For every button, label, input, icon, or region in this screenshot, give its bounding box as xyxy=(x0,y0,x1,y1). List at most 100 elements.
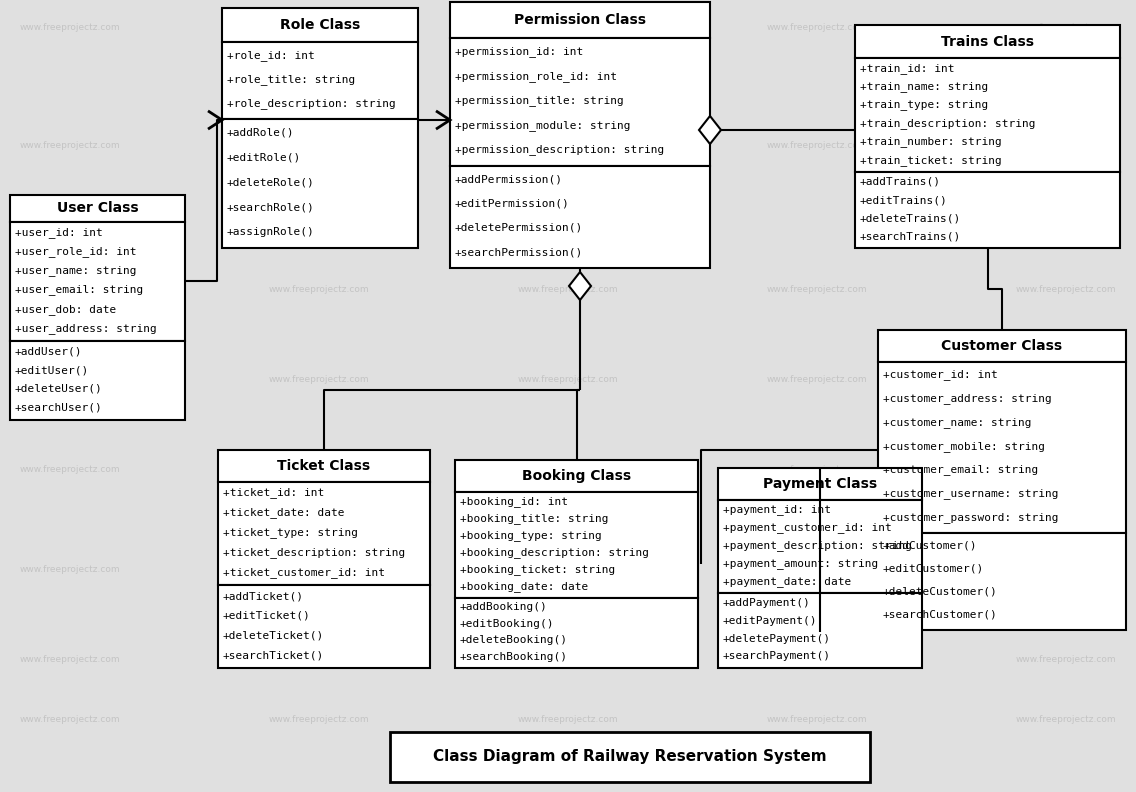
Bar xyxy=(222,120,418,248)
Text: +booking_id: int: +booking_id: int xyxy=(460,496,568,507)
Text: www.freeprojectz.com: www.freeprojectz.com xyxy=(19,285,120,295)
Text: www.freeprojectz.com: www.freeprojectz.com xyxy=(19,24,120,32)
Text: +editUser(): +editUser() xyxy=(15,365,90,375)
Text: www.freeprojectz.com: www.freeprojectz.com xyxy=(518,24,618,32)
Bar xyxy=(10,222,185,341)
Text: +role_description: string: +role_description: string xyxy=(227,98,395,109)
Text: +booking_ticket: string: +booking_ticket: string xyxy=(460,564,616,575)
Text: +train_ticket: string: +train_ticket: string xyxy=(860,154,1002,166)
Text: www.freeprojectz.com: www.freeprojectz.com xyxy=(269,715,369,725)
Text: www.freeprojectz.com: www.freeprojectz.com xyxy=(269,656,369,664)
Text: +deleteTrains(): +deleteTrains() xyxy=(860,213,961,223)
Text: +deleteBooking(): +deleteBooking() xyxy=(460,635,568,645)
Text: www.freeprojectz.com: www.freeprojectz.com xyxy=(518,466,618,474)
Text: www.freeprojectz.com: www.freeprojectz.com xyxy=(518,140,618,150)
Text: +permission_module: string: +permission_module: string xyxy=(456,120,630,131)
Text: +deletePermission(): +deletePermission() xyxy=(456,223,583,233)
Text: +payment_date: date: +payment_date: date xyxy=(722,577,851,587)
Text: +deleteCustomer(): +deleteCustomer() xyxy=(883,587,997,596)
Text: www.freeprojectz.com: www.freeprojectz.com xyxy=(269,565,369,574)
Text: +deleteTicket(): +deleteTicket() xyxy=(223,630,324,641)
Text: www.freeprojectz.com: www.freeprojectz.com xyxy=(767,140,867,150)
Text: +addRole(): +addRole() xyxy=(227,128,294,138)
Text: +searchRole(): +searchRole() xyxy=(227,202,315,212)
Text: +customer_password: string: +customer_password: string xyxy=(883,512,1059,523)
Text: Permission Class: Permission Class xyxy=(513,13,646,27)
Text: +payment_customer_id: int: +payment_customer_id: int xyxy=(722,523,892,533)
Text: +customer_name: string: +customer_name: string xyxy=(883,417,1031,428)
Text: www.freeprojectz.com: www.freeprojectz.com xyxy=(518,565,618,574)
Text: Ticket Class: Ticket Class xyxy=(277,459,370,473)
Text: +customer_id: int: +customer_id: int xyxy=(883,370,997,380)
Text: +user_name: string: +user_name: string xyxy=(15,265,136,276)
Text: +searchTicket(): +searchTicket() xyxy=(223,650,324,661)
Text: +booking_date: date: +booking_date: date xyxy=(460,581,588,592)
Bar xyxy=(222,42,418,120)
Text: +permission_role_id: int: +permission_role_id: int xyxy=(456,70,617,82)
Text: Customer Class: Customer Class xyxy=(942,339,1062,353)
Text: www.freeprojectz.com: www.freeprojectz.com xyxy=(19,565,120,574)
Bar xyxy=(878,362,1126,532)
Text: +permission_id: int: +permission_id: int xyxy=(456,46,583,57)
Text: +editPayment(): +editPayment() xyxy=(722,616,818,626)
Bar xyxy=(878,532,1126,630)
Text: www.freeprojectz.com: www.freeprojectz.com xyxy=(767,285,867,295)
Text: +editTicket(): +editTicket() xyxy=(223,611,311,621)
Text: www.freeprojectz.com: www.freeprojectz.com xyxy=(269,24,369,32)
Text: +searchPermission(): +searchPermission() xyxy=(456,247,583,257)
Text: +ticket_customer_id: int: +ticket_customer_id: int xyxy=(223,567,385,578)
Text: +user_dob: date: +user_dob: date xyxy=(15,303,116,314)
Text: www.freeprojectz.com: www.freeprojectz.com xyxy=(1016,285,1117,295)
Bar xyxy=(450,2,710,38)
Text: +train_id: int: +train_id: int xyxy=(860,63,954,74)
Text: www.freeprojectz.com: www.freeprojectz.com xyxy=(1016,375,1117,384)
Text: +train_type: string: +train_type: string xyxy=(860,100,988,110)
Text: +addBooking(): +addBooking() xyxy=(460,602,548,611)
Text: Role Class: Role Class xyxy=(279,18,360,32)
Text: www.freeprojectz.com: www.freeprojectz.com xyxy=(19,140,120,150)
Text: +searchBooking(): +searchBooking() xyxy=(460,652,568,662)
Text: +searchTrains(): +searchTrains() xyxy=(860,231,961,242)
Text: +editPermission(): +editPermission() xyxy=(456,199,570,208)
Text: +train_name: string: +train_name: string xyxy=(860,81,988,92)
Text: +customer_mobile: string: +customer_mobile: string xyxy=(883,440,1045,451)
Text: +customer_email: string: +customer_email: string xyxy=(883,464,1038,475)
Text: +payment_id: int: +payment_id: int xyxy=(722,505,832,516)
Text: +user_email: string: +user_email: string xyxy=(15,284,143,295)
Text: +customer_username: string: +customer_username: string xyxy=(883,488,1059,499)
Text: www.freeprojectz.com: www.freeprojectz.com xyxy=(269,140,369,150)
Text: +booking_description: string: +booking_description: string xyxy=(460,547,649,558)
Bar xyxy=(222,8,418,42)
Text: www.freeprojectz.com: www.freeprojectz.com xyxy=(767,715,867,725)
Bar xyxy=(456,598,698,668)
Text: www.freeprojectz.com: www.freeprojectz.com xyxy=(1016,24,1117,32)
Text: www.freeprojectz.com: www.freeprojectz.com xyxy=(19,715,120,725)
Text: www.freeprojectz.com: www.freeprojectz.com xyxy=(767,24,867,32)
Text: www.freeprojectz.com: www.freeprojectz.com xyxy=(1016,715,1117,725)
Text: +payment_amount: string: +payment_amount: string xyxy=(722,558,878,569)
Text: +ticket_type: string: +ticket_type: string xyxy=(223,527,358,538)
Text: +user_address: string: +user_address: string xyxy=(15,323,157,333)
Text: www.freeprojectz.com: www.freeprojectz.com xyxy=(269,375,369,384)
Text: +deleteRole(): +deleteRole() xyxy=(227,177,315,188)
Text: +ticket_date: date: +ticket_date: date xyxy=(223,508,344,518)
Text: +searchPayment(): +searchPayment() xyxy=(722,652,832,661)
Text: www.freeprojectz.com: www.freeprojectz.com xyxy=(767,466,867,474)
Text: +booking_title: string: +booking_title: string xyxy=(460,513,609,524)
Bar xyxy=(855,25,1120,58)
Text: +addTrains(): +addTrains() xyxy=(860,177,941,187)
Text: +addCustomer(): +addCustomer() xyxy=(883,540,977,550)
Text: www.freeprojectz.com: www.freeprojectz.com xyxy=(518,715,618,725)
Text: +booking_type: string: +booking_type: string xyxy=(460,530,602,541)
Bar xyxy=(855,172,1120,248)
Text: www.freeprojectz.com: www.freeprojectz.com xyxy=(269,285,369,295)
Text: +role_id: int: +role_id: int xyxy=(227,50,315,61)
Text: www.freeprojectz.com: www.freeprojectz.com xyxy=(518,375,618,384)
Text: +addPayment(): +addPayment() xyxy=(722,598,811,608)
Text: +payment_description: string: +payment_description: string xyxy=(722,540,912,551)
Text: www.freeprojectz.com: www.freeprojectz.com xyxy=(518,285,618,295)
Text: www.freeprojectz.com: www.freeprojectz.com xyxy=(269,466,369,474)
Text: +searchCustomer(): +searchCustomer() xyxy=(883,610,997,620)
Text: Booking Class: Booking Class xyxy=(521,469,632,483)
Bar xyxy=(456,492,698,598)
